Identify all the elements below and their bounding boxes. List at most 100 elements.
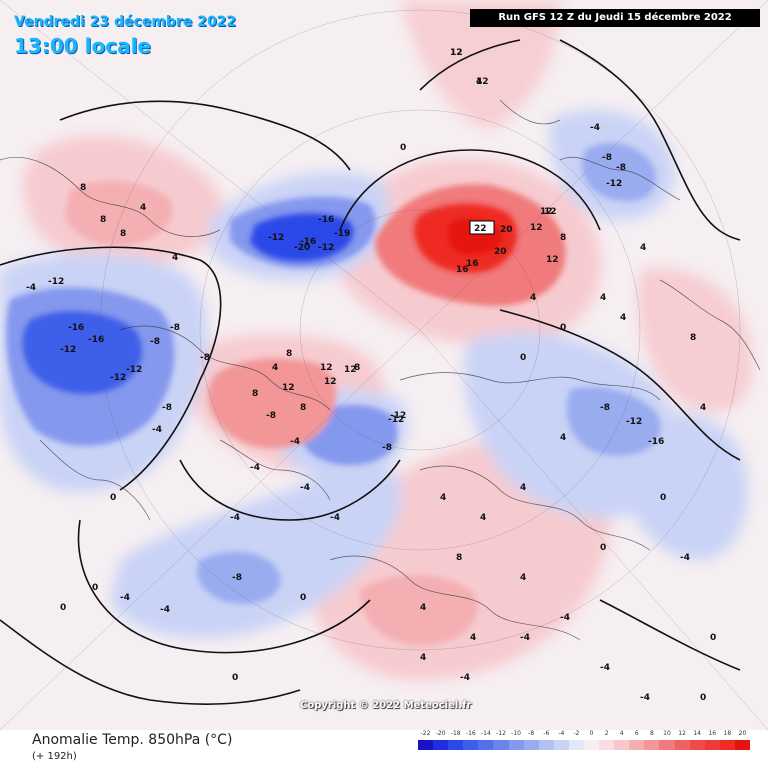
- contour-label: -8: [200, 353, 210, 363]
- legend-color-box: [689, 740, 706, 750]
- contour-label: 4: [420, 603, 426, 613]
- contour-label: -12: [626, 417, 642, 427]
- coastlines: [0, 99, 761, 641]
- legend-tick-label: -10: [511, 730, 521, 737]
- legend-tick-label: -6: [543, 730, 550, 737]
- contour-label: 12: [320, 363, 333, 373]
- legend-color-box: [463, 740, 480, 750]
- contour-label: -4: [460, 673, 470, 683]
- contour-label: 12: [344, 365, 357, 375]
- cold-mid-pacific: [196, 551, 281, 604]
- legend-color-box: [493, 740, 510, 750]
- contour-label: 8: [252, 389, 258, 399]
- contour-label: 4: [560, 433, 566, 443]
- contour-label: -12: [110, 373, 126, 383]
- contour-label: 8: [120, 229, 126, 239]
- legend-tick-label: 14: [693, 730, 701, 737]
- contour-label: 4: [476, 77, 482, 87]
- contour-label: 0: [232, 673, 238, 683]
- legend-color-box: [433, 740, 450, 750]
- contour-label: -4: [680, 553, 690, 563]
- contour-label: -8: [602, 153, 612, 163]
- legend-tick-label: 20: [738, 730, 747, 737]
- lead-time: (+ 192h): [32, 751, 77, 762]
- cold-mid-scandinavia: [581, 142, 656, 202]
- warm-field-east-asia: [638, 268, 753, 412]
- contour-label: -12: [390, 411, 406, 421]
- contour-label: 8: [354, 363, 360, 373]
- contour-label: 0: [92, 583, 98, 593]
- contour-label: -8: [150, 337, 160, 347]
- contour-label: 8: [560, 233, 566, 243]
- legend-color-box: [659, 740, 676, 750]
- contour-label: -4: [640, 693, 650, 703]
- legend-tick-label: 12: [678, 730, 686, 737]
- legend-tick-label: -14: [481, 730, 491, 737]
- contour-label: -8: [232, 573, 242, 583]
- contour-label: -16: [88, 335, 104, 345]
- contour-label: -4: [26, 283, 36, 293]
- legend-tick-label: 16: [708, 730, 717, 737]
- contour-label: -4: [590, 123, 600, 133]
- contour-label: -4: [250, 463, 260, 473]
- contour-label: 12: [450, 48, 463, 58]
- legend-color-box: [629, 740, 646, 750]
- legend-tick-label: -4: [558, 730, 565, 737]
- graticule: [0, 0, 768, 730]
- contour-label: -16: [648, 437, 664, 447]
- contour-label: 12: [324, 377, 337, 387]
- contour-label: -4: [152, 425, 162, 435]
- legend-color-box: [734, 740, 751, 750]
- anomaly-map: -16-16-12-12-12-8-8-4-19-16-20-16-12-12-…: [0, 0, 768, 730]
- legend-tick-label: 6: [634, 730, 639, 737]
- contour-label: 8: [80, 183, 86, 193]
- max-anomaly-label: 20: [494, 247, 507, 257]
- contour-label: 0: [300, 593, 306, 603]
- legend-tick-label: -8: [528, 730, 535, 737]
- contour-label: -4: [330, 513, 340, 523]
- legend-tick-label: 8: [649, 730, 654, 737]
- cold-field-east-asia: [618, 412, 748, 560]
- contour-label: 0: [110, 493, 116, 503]
- contour-label: 4: [700, 403, 706, 413]
- max-anomaly-label: 12: [476, 77, 489, 87]
- contour-label: -4: [560, 613, 570, 623]
- contour-label: -12: [126, 365, 142, 375]
- contour-label: -16: [318, 215, 334, 225]
- svg-text:22: 22: [474, 224, 487, 234]
- legend-tick-label: 10: [663, 730, 671, 737]
- run-info-box: Run GFS 12 Z du Jeudi 15 décembre 2022: [470, 9, 760, 27]
- copyright-note: Copyright © 2022 Meteociel.fr: [300, 700, 472, 711]
- contour-label: 4: [530, 293, 536, 303]
- contour-label: -12: [388, 415, 404, 425]
- contour-lines: [0, 39, 741, 705]
- contour-label: -4: [120, 593, 130, 603]
- bottom-legend-bar: Anomalie Temp. 850hPa (°C) (+ 192h) -22-…: [0, 730, 768, 768]
- max-anomaly-label: 20: [500, 225, 513, 235]
- contour-label: -8: [600, 403, 610, 413]
- contour-label: 4: [600, 293, 606, 303]
- legend-tick-label: 4: [619, 730, 624, 737]
- legend-color-box: [614, 740, 631, 750]
- contour-label: -8: [382, 443, 392, 453]
- contour-label: -12: [60, 345, 76, 355]
- contour-label: -16: [68, 323, 84, 333]
- warm-mid-greenland: [208, 358, 337, 449]
- contour-label: -4: [160, 605, 170, 615]
- max-anomaly-label: 12: [530, 223, 543, 233]
- contour-label: 0: [520, 353, 526, 363]
- contour-label: -8: [616, 163, 626, 173]
- contour-label: -4: [300, 483, 310, 493]
- local-time: 13:00 locale: [14, 34, 151, 58]
- contour-label: 4: [440, 493, 446, 503]
- legend-color-box: [568, 740, 585, 750]
- valid-date: Vendredi 23 décembre 2022: [14, 14, 237, 30]
- contour-label: 8: [286, 349, 292, 359]
- contour-label: 4: [520, 573, 526, 583]
- contour-label: 4: [620, 313, 626, 323]
- contour-label: 12: [544, 207, 557, 217]
- legend-color-box: [508, 740, 525, 750]
- contour-label: -4: [600, 663, 610, 673]
- color-scale-legend: -22 -20 -18 -16 -14 -12 -10 -8 -6 -4 -2 0 2 4 6 8 10 12 14…: [418, 730, 751, 762]
